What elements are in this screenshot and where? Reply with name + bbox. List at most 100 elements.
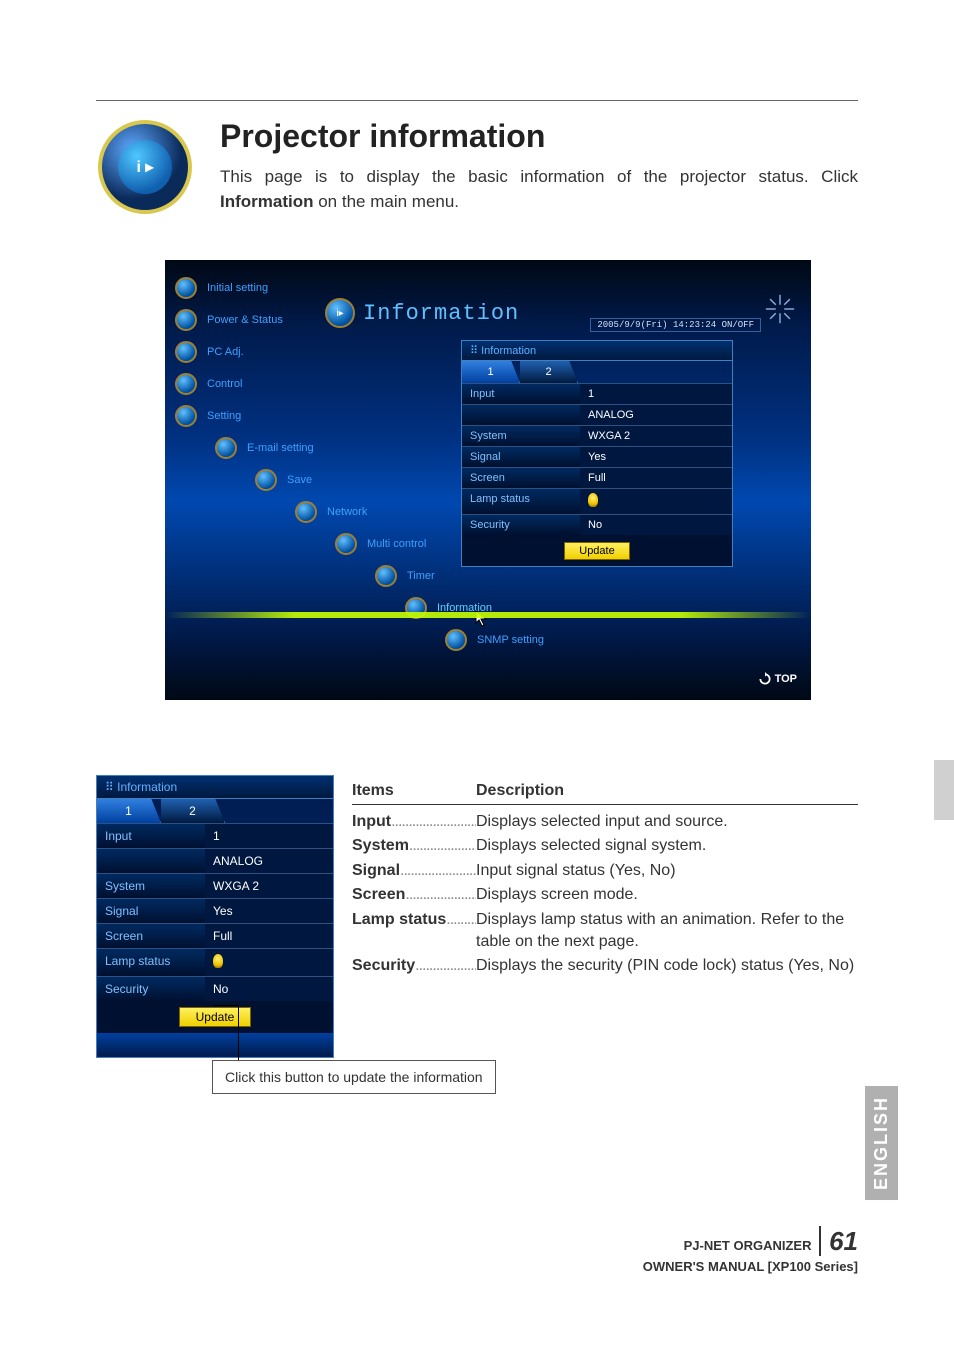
lamp-bulb-icon <box>588 493 598 507</box>
tab-2[interactable]: 2 <box>520 361 578 383</box>
nav-item-label: Save <box>287 474 312 486</box>
row-value: ANALOG <box>580 405 732 425</box>
row-label: System <box>462 426 580 446</box>
page-footer: PJ-NET ORGANIZER 61 OWNER'S MANUAL [XP10… <box>643 1226 858 1274</box>
row-value: WXGA 2 <box>205 874 333 898</box>
callout-box: Click this button to update the informat… <box>212 1060 496 1094</box>
tab-1[interactable]: 1 <box>97 799 161 823</box>
intro-text-pre: This page is to display the basic inform… <box>220 167 858 186</box>
panel2-bottom-strip <box>97 1033 333 1057</box>
desc-row-lamp-status: Lamp statusDisplays lamp status with an … <box>352 909 858 954</box>
update-button-2[interactable]: Update <box>179 1007 252 1027</box>
desc-item: Security <box>352 955 476 977</box>
nav-bullet-icon <box>175 309 197 331</box>
nav-bullet-icon <box>215 437 237 459</box>
page-number: 61 <box>819 1226 858 1256</box>
row-label: Screen <box>462 468 580 488</box>
tab-2[interactable]: 2 <box>161 799 225 823</box>
description-rows: InputDisplays selected input and source.… <box>352 811 858 978</box>
top-link[interactable]: TOP <box>758 672 797 686</box>
nav-bullet-icon <box>295 501 317 523</box>
side-grey-tab <box>934 760 954 820</box>
row-value: Yes <box>580 447 732 467</box>
intro-text-post: on the main menu. <box>314 192 460 211</box>
nav-item-label: SNMP setting <box>477 634 544 646</box>
info-row-input: Input1 <box>462 383 732 404</box>
footer-line-2: OWNER'S MANUAL [XP100 Series] <box>643 1259 858 1274</box>
nav-bullet-icon <box>405 597 427 619</box>
panel-header-text: Information <box>481 345 536 357</box>
info-panel-header: ⠿ Information <box>462 341 732 361</box>
info-row-security: SecurityNo <box>462 514 732 535</box>
sparkle-icon <box>763 292 797 326</box>
row-value: WXGA 2 <box>580 426 732 446</box>
row-value: 1 <box>205 824 333 848</box>
row-value: 1 <box>580 384 732 404</box>
row-label: Screen <box>97 924 205 948</box>
nav-bullet-icon <box>175 341 197 363</box>
row-label: Lamp status <box>462 489 580 514</box>
info-row-security: SecurityNo <box>97 976 333 1001</box>
update-button[interactable]: Update <box>564 542 629 560</box>
row-label-empty <box>97 849 205 873</box>
nav-bullet-icon <box>445 629 467 651</box>
desc-text: Displays selected input and source. <box>476 811 858 833</box>
row-label: Input <box>462 384 580 404</box>
callout-leader <box>238 1005 239 1061</box>
info-row-signal: SignalYes <box>462 446 732 467</box>
footer-product: PJ-NET ORGANIZER <box>684 1238 812 1253</box>
info-rows-2: Input1ANALOGSystemWXGA 2SignalYesScreenF… <box>97 823 333 1001</box>
top-rule <box>96 100 858 101</box>
desc-head-items: Items <box>352 782 476 800</box>
nav-bullet-icon <box>175 277 197 299</box>
tab-1[interactable]: 1 <box>462 361 520 383</box>
tabs-row: 12 <box>462 361 732 383</box>
top-link-label: TOP <box>775 673 797 685</box>
description-table: Items Description InputDisplays selected… <box>352 782 858 980</box>
nav-item-label: PC Adj. <box>207 346 244 358</box>
info-row-signal: SignalYes <box>97 898 333 923</box>
row-label: Signal <box>97 899 205 923</box>
refresh-icon <box>758 672 772 686</box>
page-title: Projector information <box>220 118 545 155</box>
nav-item-label: E-mail setting <box>247 442 314 454</box>
panel2-header-prefix: ⠿ <box>105 780 117 794</box>
nav-item-label: Initial setting <box>207 282 268 294</box>
intro-paragraph: This page is to display the basic inform… <box>220 165 858 214</box>
description-header: Items Description <box>352 782 858 805</box>
row-label: Lamp status <box>97 949 205 976</box>
row-label-empty <box>462 405 580 425</box>
info-panel-zoom-header: ⠿ Information <box>97 776 333 799</box>
info-row-input-2: ANALOG <box>462 404 732 425</box>
main-screenshot: Initial settingPower & StatusPC Adj.Cont… <box>165 260 811 700</box>
desc-item: Input <box>352 811 476 833</box>
info-header: i▸ Information <box>325 298 519 328</box>
footer-line-1: PJ-NET ORGANIZER 61 <box>643 1226 858 1257</box>
row-value <box>580 489 732 514</box>
row-label: Input <box>97 824 205 848</box>
nav-item-snmp-setting[interactable]: SNMP setting <box>445 624 544 656</box>
desc-item: Signal <box>352 860 476 882</box>
nav-bullet-icon <box>255 469 277 491</box>
row-label: Signal <box>462 447 580 467</box>
desc-item: System <box>352 835 476 857</box>
nav-item-label: Network <box>327 506 367 518</box>
nav-bullet-icon <box>375 565 397 587</box>
info-header-text: Information <box>363 301 519 326</box>
info-row-screen: ScreenFull <box>462 467 732 488</box>
nav-item-label: Information <box>437 602 492 614</box>
desc-text: Displays lamp status with an animation. … <box>476 909 858 954</box>
info-row-input: Input1 <box>97 823 333 848</box>
desc-row-system: SystemDisplays selected signal system. <box>352 835 858 857</box>
nav-item-label: Timer <box>407 570 435 582</box>
info-row-system: SystemWXGA 2 <box>97 873 333 898</box>
info-row-system: SystemWXGA 2 <box>462 425 732 446</box>
nav-item-label: Setting <box>207 410 241 422</box>
row-label: Security <box>97 977 205 1001</box>
desc-item: Screen <box>352 884 476 906</box>
row-value: ANALOG <box>205 849 333 873</box>
nav-item-information[interactable]: Information <box>405 592 544 624</box>
desc-row-security: SecurityDisplays the security (PIN code … <box>352 955 858 977</box>
row-value: Full <box>580 468 732 488</box>
info-panel-zoom: ⠿ Information 12 Input1ANALOGSystemWXGA … <box>96 775 334 1058</box>
